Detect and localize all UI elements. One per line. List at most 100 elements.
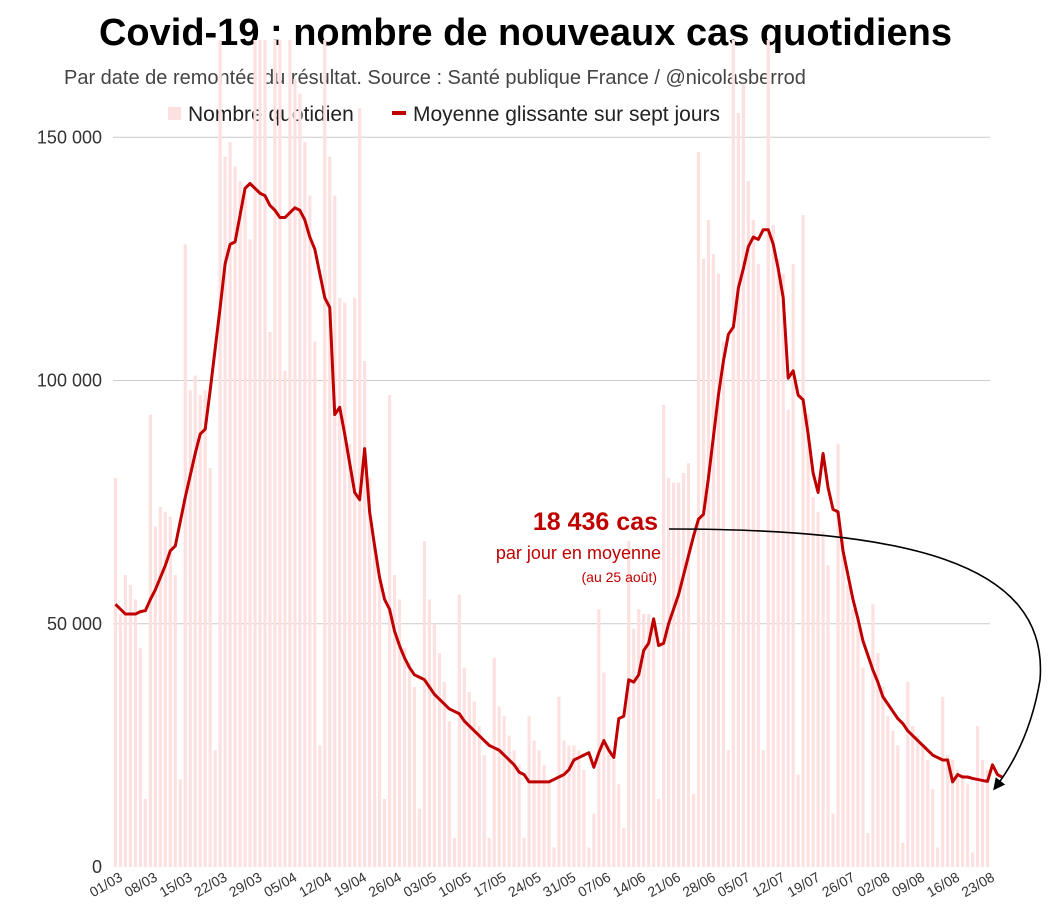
daily-bar [253, 40, 257, 867]
legend-line-label: Moyenne glissante sur sept jours [413, 103, 720, 126]
daily-bar [592, 813, 596, 867]
x-tick-label: 17/05 [470, 869, 509, 900]
daily-bar [497, 706, 501, 867]
daily-bar [353, 297, 357, 868]
daily-bar [417, 808, 422, 867]
daily-bar [741, 83, 745, 867]
daily-bar [163, 511, 167, 867]
daily-bar [288, 40, 292, 867]
daily-bar [507, 735, 511, 867]
daily-bar [657, 798, 661, 867]
daily-bar [731, 40, 735, 867]
daily-bar [701, 258, 706, 867]
daily-bar [786, 409, 790, 867]
y-tick-label: 0 [92, 857, 102, 877]
daily-bar [667, 477, 671, 867]
x-tick-label: 15/03 [156, 869, 195, 900]
daily-bar [652, 623, 656, 867]
daily-bar [502, 716, 506, 867]
daily-bar [716, 273, 721, 867]
daily-bar [816, 511, 820, 867]
daily-bar [557, 696, 561, 867]
daily-bar [467, 691, 471, 867]
daily-bar [826, 565, 830, 867]
daily-bar [676, 482, 681, 867]
x-tick-label: 19/07 [784, 869, 823, 900]
daily-bar [906, 682, 910, 867]
daily-bar [138, 648, 142, 867]
daily-bar [427, 599, 432, 867]
daily-bar [273, 40, 277, 867]
daily-bar [975, 725, 980, 867]
daily-bar [168, 516, 172, 867]
x-tick-label: 26/04 [366, 869, 405, 900]
daily-bar [382, 798, 387, 867]
daily-bar [363, 361, 367, 867]
daily-bar [482, 755, 486, 867]
daily-bar [856, 618, 860, 867]
legend: Nombre quotidien [168, 103, 354, 127]
legend-bar-label: Nombre quotidien [188, 103, 354, 126]
x-tick-label: 29/03 [226, 869, 265, 900]
daily-bar [681, 472, 686, 867]
daily-bar [951, 759, 955, 867]
daily-bar [118, 614, 123, 867]
daily-bar [123, 575, 128, 867]
x-tick-label: 02/08 [854, 869, 893, 900]
daily-bar [936, 847, 940, 867]
daily-bar [567, 745, 571, 867]
daily-bar [343, 302, 347, 867]
daily-bar [876, 652, 880, 867]
daily-bar [831, 813, 835, 867]
daily-bar [487, 837, 491, 867]
daily-bar [328, 156, 332, 867]
daily-bar [373, 545, 377, 867]
daily-bar [442, 682, 446, 867]
x-tick-label: 10/05 [435, 869, 474, 900]
daily-bar [313, 341, 317, 867]
x-tick-label: 12/07 [749, 869, 788, 900]
daily-bar [861, 667, 865, 867]
daily-bar [881, 687, 885, 867]
daily-bar [751, 219, 755, 868]
x-tick-label: 28/06 [680, 869, 719, 900]
daily-bar [901, 842, 905, 867]
daily-bar [587, 847, 591, 867]
daily-bar [686, 463, 691, 867]
daily-bar [891, 730, 895, 867]
daily-bar [148, 414, 152, 867]
daily-bar [941, 696, 945, 867]
annotation-headline: 18 436 cas [532, 508, 658, 536]
daily-bar [547, 779, 551, 867]
x-axis: 01/0308/0315/0322/0329/0305/0412/0419/04… [87, 869, 998, 900]
daily-bar [338, 297, 342, 868]
y-tick-label: 50 000 [47, 614, 102, 634]
daily-bar [193, 375, 197, 867]
daily-bar [298, 93, 302, 867]
x-tick-label: 19/04 [331, 869, 370, 900]
daily-bar [916, 735, 920, 867]
daily-bar [691, 794, 696, 867]
daily-bar [965, 784, 970, 867]
daily-bar [153, 526, 157, 867]
daily-bar [627, 541, 631, 867]
daily-bar [457, 594, 461, 867]
daily-bar [293, 78, 297, 868]
daily-bar [198, 395, 202, 867]
x-tick-label: 21/06 [645, 869, 684, 900]
annotation-subtext: par jour en moyenne [495, 543, 661, 563]
daily-bar [776, 258, 780, 867]
daily-bar [931, 789, 935, 867]
daily-bar [926, 759, 930, 867]
daily-bar [851, 609, 855, 867]
daily-bar [477, 725, 481, 867]
x-tick-label: 26/07 [819, 869, 858, 900]
daily-bar [811, 497, 815, 867]
daily-bar [303, 142, 307, 867]
x-tick-label: 05/07 [714, 869, 753, 900]
daily-bar [218, 40, 222, 867]
daily-bar [696, 151, 701, 867]
daily-bar [233, 166, 237, 868]
daily-bar [726, 750, 730, 867]
